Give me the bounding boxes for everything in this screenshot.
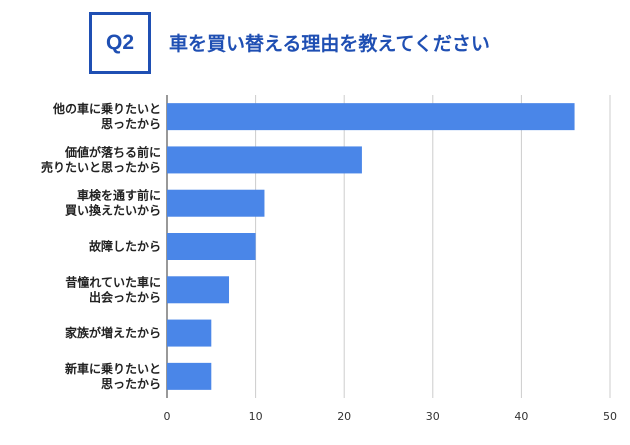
category-label: 売りたいと思ったから bbox=[41, 159, 161, 174]
category-label: 思ったから bbox=[101, 117, 161, 131]
category-label: 思ったから bbox=[101, 377, 161, 391]
bar bbox=[167, 319, 212, 347]
bar bbox=[167, 276, 230, 304]
category-label: 車検を通す前に bbox=[77, 188, 161, 203]
category-label: 昔憧れていた車に bbox=[65, 274, 161, 289]
bar bbox=[167, 146, 362, 174]
category-label: 価値が落ちる前に bbox=[64, 144, 161, 159]
x-tick-label: 40 bbox=[514, 410, 528, 423]
x-tick-label: 30 bbox=[426, 410, 440, 423]
bar bbox=[167, 233, 256, 260]
category-label: 買い換えたいから bbox=[65, 203, 161, 218]
bar bbox=[167, 189, 265, 217]
x-tick-label: 10 bbox=[249, 410, 263, 423]
category-label: 新車に乗りたいと bbox=[65, 361, 161, 376]
question-number: Q2 bbox=[105, 31, 134, 54]
question-title: 車を買い替える理由を教えてください bbox=[169, 33, 490, 55]
bar bbox=[167, 362, 212, 390]
category-label: 出会ったから bbox=[89, 289, 161, 304]
x-tick-label: 0 bbox=[164, 410, 171, 423]
bar bbox=[167, 103, 575, 131]
x-tick-label: 20 bbox=[337, 410, 351, 423]
category-label: 家族が増えたから bbox=[65, 325, 161, 340]
category-label: 故障したから bbox=[89, 239, 161, 254]
question-badge: Q2 bbox=[89, 12, 151, 74]
x-tick-label: 50 bbox=[603, 410, 617, 423]
category-label: 他の車に乗りたいと bbox=[52, 101, 161, 116]
